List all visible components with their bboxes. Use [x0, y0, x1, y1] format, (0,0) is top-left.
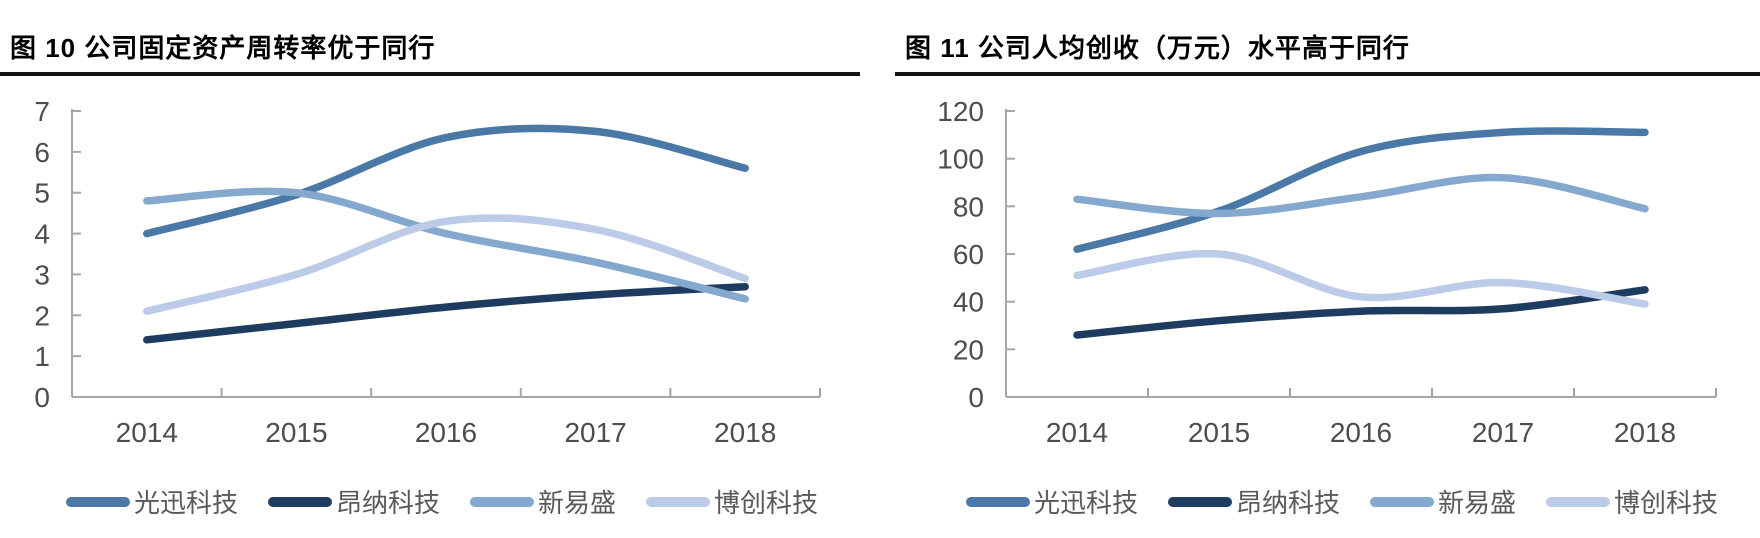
legend-label: 光迅科技: [134, 488, 239, 518]
legend-label: 博创科技: [714, 488, 819, 518]
x-axis-label: 2015: [265, 417, 327, 448]
y-axis-label: 2: [34, 300, 50, 331]
legend-label: 新易盛: [538, 488, 617, 518]
x-axis-label: 2017: [1472, 417, 1534, 448]
x-axis-label: 2018: [1614, 417, 1676, 448]
y-axis-label: 4: [34, 219, 50, 250]
legend-item: 博创科技: [646, 483, 818, 520]
x-axis-label: 2016: [415, 417, 477, 448]
line-chart-figure-11: 0 20 40 60 80 100 120 2014 2015 2016 2017 2018: [937, 96, 1717, 448]
y-axis-label: 6: [34, 137, 50, 168]
line-chart-figure-10: 0 1 2 3 4 5 6 7 2014 2015 2016 2017 2018: [34, 96, 821, 448]
y-axis-label: 20: [953, 334, 984, 365]
series-line-1: [143, 282, 749, 344]
y-axis-label: 40: [953, 287, 984, 318]
chart-title: 图 11 公司人均创收（万元）水平高于同行: [905, 33, 1410, 63]
y-axis-label: 3: [34, 259, 50, 290]
legend-label: 光迅科技: [1034, 488, 1139, 518]
y-axis-label: 0: [968, 382, 984, 413]
legend-item: 光迅科技: [966, 483, 1138, 520]
legend-swatch: [66, 496, 130, 507]
legend-label: 昂纳科技: [1236, 488, 1341, 518]
x-axis-label: 2017: [564, 417, 626, 448]
x-axis-label: 2016: [1330, 417, 1392, 448]
y-axis-label: 0: [34, 382, 50, 413]
x-axis-label: 2014: [1046, 417, 1108, 448]
chart-panel-figure-11: 图 11 公司人均创收（万元）水平高于同行 0 20 40 60 80 100 120 201…: [895, 0, 1760, 538]
legend-item: 新易盛: [470, 483, 616, 520]
legend-label: 昂纳科技: [336, 488, 441, 518]
legend-swatch: [1546, 496, 1611, 507]
x-axis-label: 2018: [714, 417, 776, 448]
legend-item: 昂纳科技: [1168, 483, 1340, 520]
legend-item: 新易盛: [1370, 483, 1516, 520]
series-line-1: [1073, 286, 1649, 339]
legend-swatch: [470, 496, 535, 507]
legend-item: 博创科技: [1546, 483, 1718, 520]
series-line-0: [143, 124, 749, 238]
x-axis-label: 2015: [1188, 417, 1250, 448]
chart-title: 图 10 公司固定资产周转率优于同行: [10, 33, 436, 63]
y-axis-label: 100: [937, 144, 984, 175]
legend-swatch: [268, 496, 333, 507]
series-line-2: [1073, 173, 1649, 218]
legend-swatch: [1168, 496, 1233, 507]
y-axis-label: 60: [953, 239, 984, 270]
series-line-3: [143, 214, 749, 315]
legend: 光迅科技 昂纳科技 新易盛 博创科技: [66, 483, 818, 520]
legend-item: 光迅科技: [66, 483, 238, 520]
series-line-0: [1073, 127, 1649, 253]
x-axis-label: 2014: [116, 417, 178, 448]
y-axis-label: 1: [34, 341, 50, 372]
y-axis-label: 5: [34, 178, 50, 209]
legend-label: 新易盛: [1438, 488, 1517, 518]
series-line-3: [1073, 249, 1649, 308]
chart-panel-figure-10: 图 10 公司固定资产周转率优于同行 0 1 2 3 4 5 6 7 2014 2015 2016 2…: [0, 0, 860, 538]
y-axis-label: 120: [937, 96, 984, 127]
legend: 光迅科技 昂纳科技 新易盛 博创科技: [966, 483, 1718, 520]
title-rule: [895, 72, 1760, 76]
legend-swatch: [1370, 496, 1435, 507]
legend-label: 博创科技: [1614, 488, 1719, 518]
y-axis-label: 7: [34, 96, 50, 127]
title-rule: [0, 72, 860, 76]
y-axis-label: 80: [953, 191, 984, 222]
legend-item: 昂纳科技: [268, 483, 440, 520]
series-line-2: [143, 187, 749, 303]
legend-swatch: [966, 496, 1030, 507]
legend-swatch: [646, 496, 711, 507]
